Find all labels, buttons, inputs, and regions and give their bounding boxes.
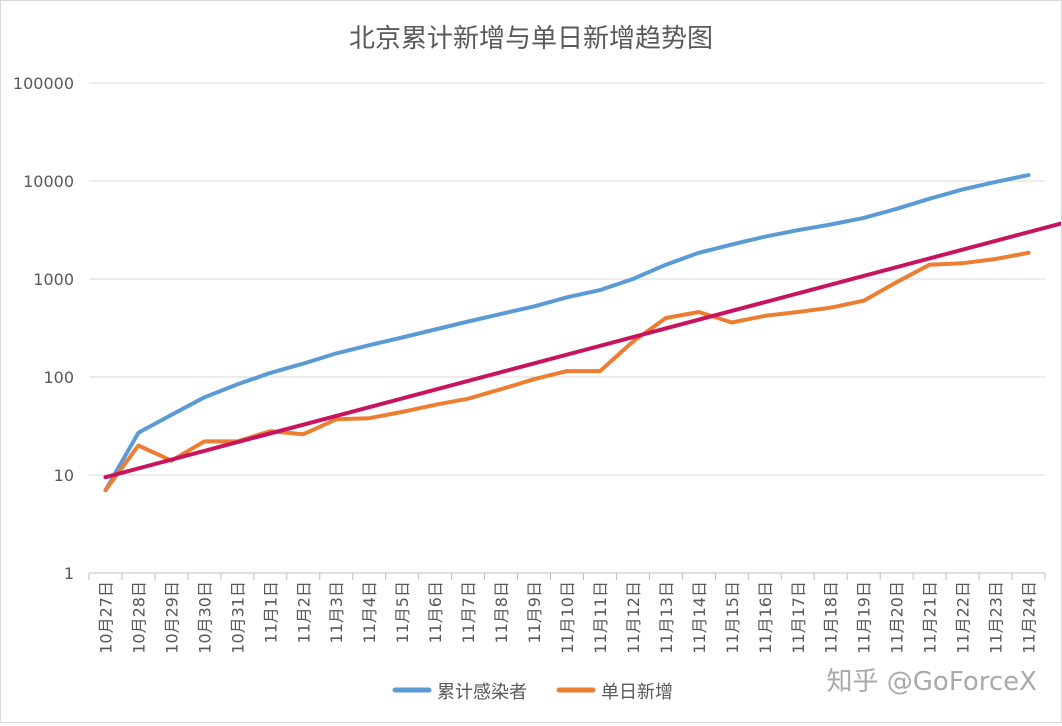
x-tick-label: 11月10日	[558, 581, 577, 654]
x-tick-label: 11月15日	[723, 581, 742, 654]
series-lines	[103, 173, 1062, 493]
x-tick-label: 11月3日	[327, 581, 346, 644]
x-tick-label: 11月11日	[591, 581, 610, 654]
x-tick-label: 10月31日	[228, 581, 247, 654]
x-tick-label: 11月19日	[855, 581, 874, 654]
x-tick-label: 11月14日	[690, 581, 709, 654]
series-line-1	[103, 250, 1031, 493]
x-tick-label: 10月29日	[162, 581, 181, 654]
x-tick-label: 10月27日	[96, 581, 115, 654]
x-axis-tick-labels: 10月27日 10月28日 10月29日 10月30日 10月31日 11月1日 11月2日…	[96, 581, 1038, 654]
x-axis	[88, 572, 1046, 580]
x-tick-label: 11月20日	[888, 581, 907, 654]
x-tick-label: 11月5日	[393, 581, 412, 644]
y-tick-label-10000: 10000	[23, 172, 74, 191]
x-tick-label: 11月7日	[459, 581, 478, 644]
x-tick-label: 11月16日	[756, 581, 775, 654]
grid-lines	[89, 82, 1045, 476]
x-tick-label: 11月1日	[261, 581, 280, 644]
x-tick-label: 11月21日	[921, 581, 940, 654]
y-tick-label-1000: 1000	[33, 270, 74, 289]
x-tick-label: 11月2日	[294, 581, 313, 644]
x-tick-label: 11月18日	[822, 581, 841, 654]
x-tick-label: 11月12日	[624, 581, 643, 654]
x-tick-label: 11月4日	[360, 581, 379, 644]
x-tick-label: 11月24日	[1020, 581, 1039, 654]
x-tick-label: 10月28日	[129, 581, 148, 654]
legend-label-cumulative: 累计感染者	[437, 682, 527, 703]
y-tick-label-10: 10	[54, 466, 74, 485]
y-tick-label-100000: 100000	[13, 74, 74, 93]
x-tick-label: 11月17日	[789, 581, 808, 654]
x-tick-label: 11月22日	[954, 581, 973, 654]
trendline	[103, 221, 1062, 480]
y-axis-tick-labels: 1 10 100 1000 10000 100000	[13, 74, 74, 583]
x-tick-label: 11月13日	[657, 581, 676, 654]
watermark: 知乎 @GoForceX	[827, 667, 1037, 697]
x-tick-label: 11月6日	[426, 581, 445, 644]
x-tick-label: 11月9日	[525, 581, 544, 644]
chart-title: 北京累计新增与单日新增趋势图	[349, 24, 713, 54]
x-tick-label: 11月23日	[987, 581, 1006, 654]
y-tick-label-100: 100	[43, 368, 74, 387]
legend-label-daily: 单日新增	[601, 682, 673, 703]
series-line-0	[103, 173, 1031, 493]
legend: 累计感染者 单日新增	[392, 682, 673, 703]
y-tick-label-1: 1	[64, 564, 74, 583]
x-tick-label: 11月8日	[492, 581, 511, 644]
x-tick-label: 10月30日	[195, 581, 214, 654]
